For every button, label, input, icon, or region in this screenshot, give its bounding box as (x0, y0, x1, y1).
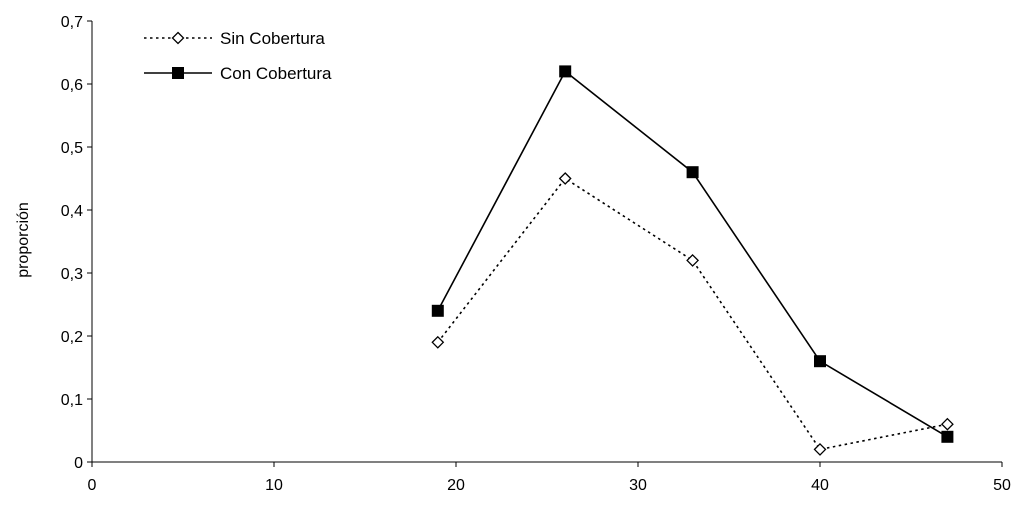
y-tick-label: 0,7 (61, 14, 83, 31)
legend: Sin Cobertura Con Cobertura (144, 29, 332, 83)
data-point-con-cobertura (559, 65, 572, 78)
x-tick-label: 30 (629, 477, 647, 494)
y-tick-label: 0,2 (61, 329, 83, 346)
axes (91, 21, 1002, 463)
series-layer (431, 65, 954, 456)
x-tick-label: 50 (993, 477, 1011, 494)
y-axis-ticks: 0 0,1 0,2 0,3 0,4 0,5 0,6 0,7 (61, 14, 92, 472)
series-line-sin-cobertura (437, 177, 948, 451)
series-con-cobertura (431, 65, 954, 443)
data-point-con-cobertura (686, 166, 699, 179)
data-point-con-cobertura (941, 430, 954, 443)
data-point-con-cobertura (814, 355, 826, 368)
y-tick-label: 0,1 (61, 392, 83, 409)
series-sin-cobertura (431, 172, 954, 456)
data-point-con-cobertura (431, 304, 444, 317)
y-tick-label: 0,3 (61, 266, 83, 283)
data-point-sin-cobertura (558, 172, 572, 185)
y-tick-label: 0,4 (61, 203, 83, 220)
x-tick-label: 40 (811, 477, 829, 494)
x-tick-label: 0 (88, 477, 97, 494)
y-axis-title: proporción (15, 202, 32, 278)
x-axis-ticks: 0 10 20 30 40 50 (88, 462, 1011, 494)
y-tick-label: 0 (74, 455, 83, 472)
legend-marker (172, 67, 184, 79)
y-tick-label: 0,5 (61, 140, 83, 157)
legend-item-sin-cobertura: Sin Cobertura (144, 29, 325, 48)
legend-marker (171, 31, 185, 45)
legend-item-con-cobertura: Con Cobertura (144, 64, 332, 83)
x-tick-label: 20 (447, 477, 465, 494)
legend-label: Con Cobertura (220, 64, 332, 83)
y-tick-label: 0,6 (61, 77, 83, 94)
x-tick-label: 10 (265, 477, 283, 494)
data-point-sin-cobertura (431, 335, 445, 349)
data-point-sin-cobertura (686, 253, 700, 267)
legend-label: Sin Cobertura (220, 29, 325, 48)
data-point-sin-cobertura (940, 417, 954, 431)
data-point-sin-cobertura (813, 442, 827, 456)
